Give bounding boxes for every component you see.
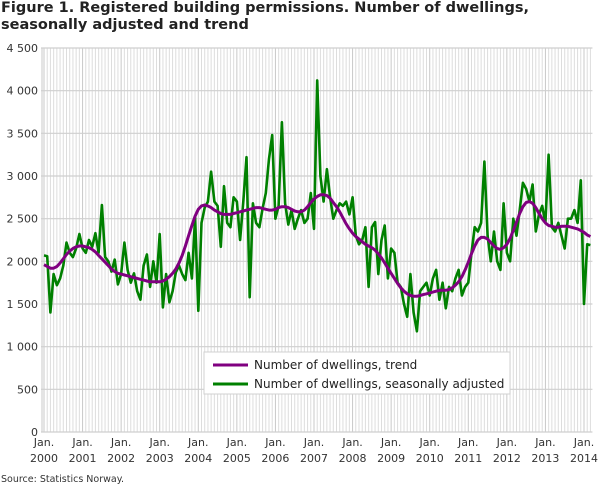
x-tick-label-month: Jan. [457, 436, 478, 449]
x-tick-label-year: 2003 [146, 452, 174, 465]
x-tick-label-year: 2000 [30, 452, 58, 465]
x-tick-label-year: 2004 [184, 452, 212, 465]
y-tick-label: 0 [31, 426, 38, 439]
x-tick-label-month: Jan. [380, 436, 401, 449]
x-tick-label-month: Jan. [573, 436, 594, 449]
x-tick-label-year: 2009 [377, 452, 405, 465]
x-tick-label-month: Jan. [71, 436, 92, 449]
x-tick-label-year: 2010 [416, 452, 444, 465]
x-tick-label-year: 2006 [261, 452, 289, 465]
x-tick-label-year: 2007 [300, 452, 328, 465]
y-tick-label: 2 000 [7, 255, 39, 268]
y-tick-label: 500 [17, 383, 38, 396]
y-tick-label: 3 500 [7, 127, 39, 140]
y-tick-label: 1 000 [7, 341, 39, 354]
x-tick-label-month: Jan. [33, 436, 54, 449]
y-axis: 0 500 1 000 1 500 2 000 2 500 3 000 3 500 4 000 4… [7, 42, 39, 439]
x-tick-label-month: Jan. [148, 436, 169, 449]
x-tick-label-year: 2013 [531, 452, 559, 465]
y-tick-label: 2 500 [7, 213, 39, 226]
source-note: Source: Statistics Norway. [1, 474, 124, 485]
x-tick-label-year: 2011 [454, 452, 482, 465]
x-tick-label-year: 2001 [69, 452, 97, 465]
x-tick-label-month: Jan. [226, 436, 247, 449]
x-tick-label-month: Jan. [341, 436, 362, 449]
series-lines [43, 79, 592, 333]
y-tick-label: 4 500 [7, 42, 39, 55]
x-tick-label-month: Jan. [187, 436, 208, 449]
legend: Number of dwellings, trend Number of dwel… [203, 351, 511, 395]
x-tick-label-month: Jan. [110, 436, 131, 449]
legend-label: Number of dwellings, trend [254, 358, 417, 372]
x-tick-label-year: 2008 [339, 452, 367, 465]
trend-line [43, 193, 592, 298]
x-tick-label-month: Jan. [264, 436, 285, 449]
x-tick-label-month: Jan. [303, 436, 324, 449]
y-tick-label: 3 000 [7, 170, 39, 183]
y-tick-label: 1 500 [7, 298, 39, 311]
legend-label: Number of dwellings, seasonally adjusted [254, 377, 504, 391]
x-tick-label-year: 2005 [223, 452, 251, 465]
x-tick-label-month: Jan. [534, 436, 555, 449]
x-tick-label-month: Jan. [496, 436, 517, 449]
x-tick-label-year: 2012 [493, 452, 521, 465]
x-tick-label-month: Jan. [418, 436, 439, 449]
x-tick-label-year: 2014 [570, 452, 598, 465]
y-tick-label: 4 000 [7, 85, 39, 98]
chart-title: Figure 1. Registered building permission… [1, 0, 529, 33]
x-axis: Jan. 2000 Jan. 2001 Jan. 2002 Jan. 2003 Jan. 2004… [30, 436, 598, 465]
legend-box [203, 351, 511, 395]
x-tick-label-year: 2002 [107, 452, 135, 465]
